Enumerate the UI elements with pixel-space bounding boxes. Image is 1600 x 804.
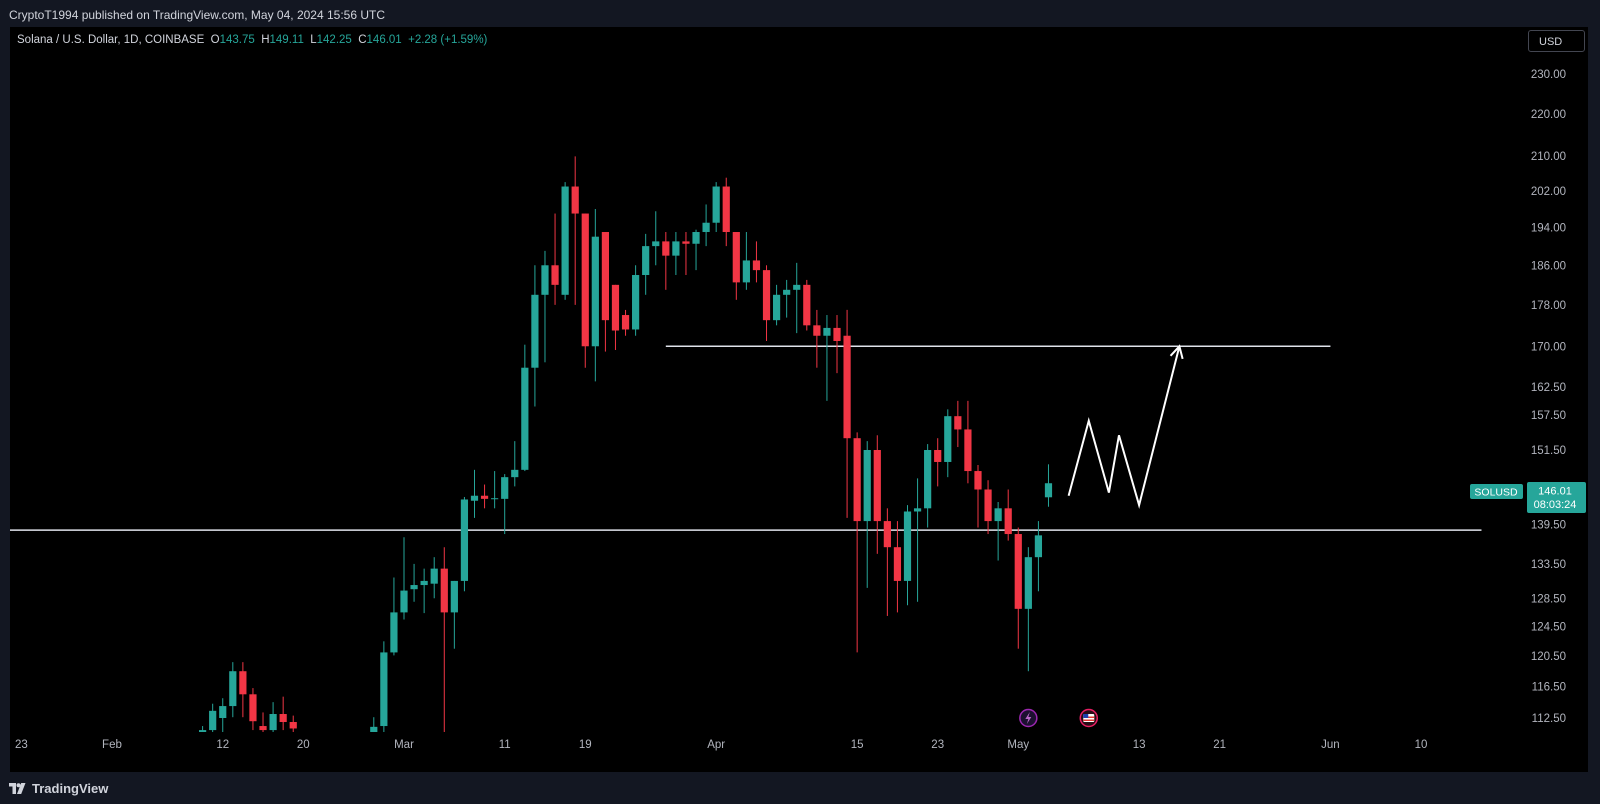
footer-bar: TradingView — [0, 772, 1600, 804]
tradingview-brand: TradingView — [32, 781, 109, 796]
high-value: 149.11 — [269, 34, 304, 46]
top-bar: CryptoT1994 published on TradingView.com… — [0, 0, 1600, 27]
tradingview-logo[interactable]: TradingView — [9, 781, 108, 796]
open-label: O — [210, 34, 220, 46]
chart-frame[interactable] — [10, 27, 1588, 772]
published-caption: CryptoT1994 published on TradingView.com… — [9, 8, 385, 22]
close-label: C — [358, 34, 367, 46]
change-value: +2.28 (+1.59%) — [408, 34, 488, 46]
currency-selector[interactable]: USD — [1528, 30, 1585, 52]
close-value: 146.01 — [366, 34, 402, 46]
symbol-legend: Solana / U.S. Dollar, 1D, COINBASE O143.… — [17, 34, 487, 46]
high-label: H — [261, 34, 270, 46]
low-label: L — [310, 34, 317, 46]
tradingview-logo-icon — [9, 783, 26, 794]
symbol-name: Solana / U.S. Dollar, 1D, COINBASE — [17, 34, 205, 46]
low-value: 142.25 — [316, 34, 352, 46]
open-value: 143.75 — [219, 34, 255, 46]
